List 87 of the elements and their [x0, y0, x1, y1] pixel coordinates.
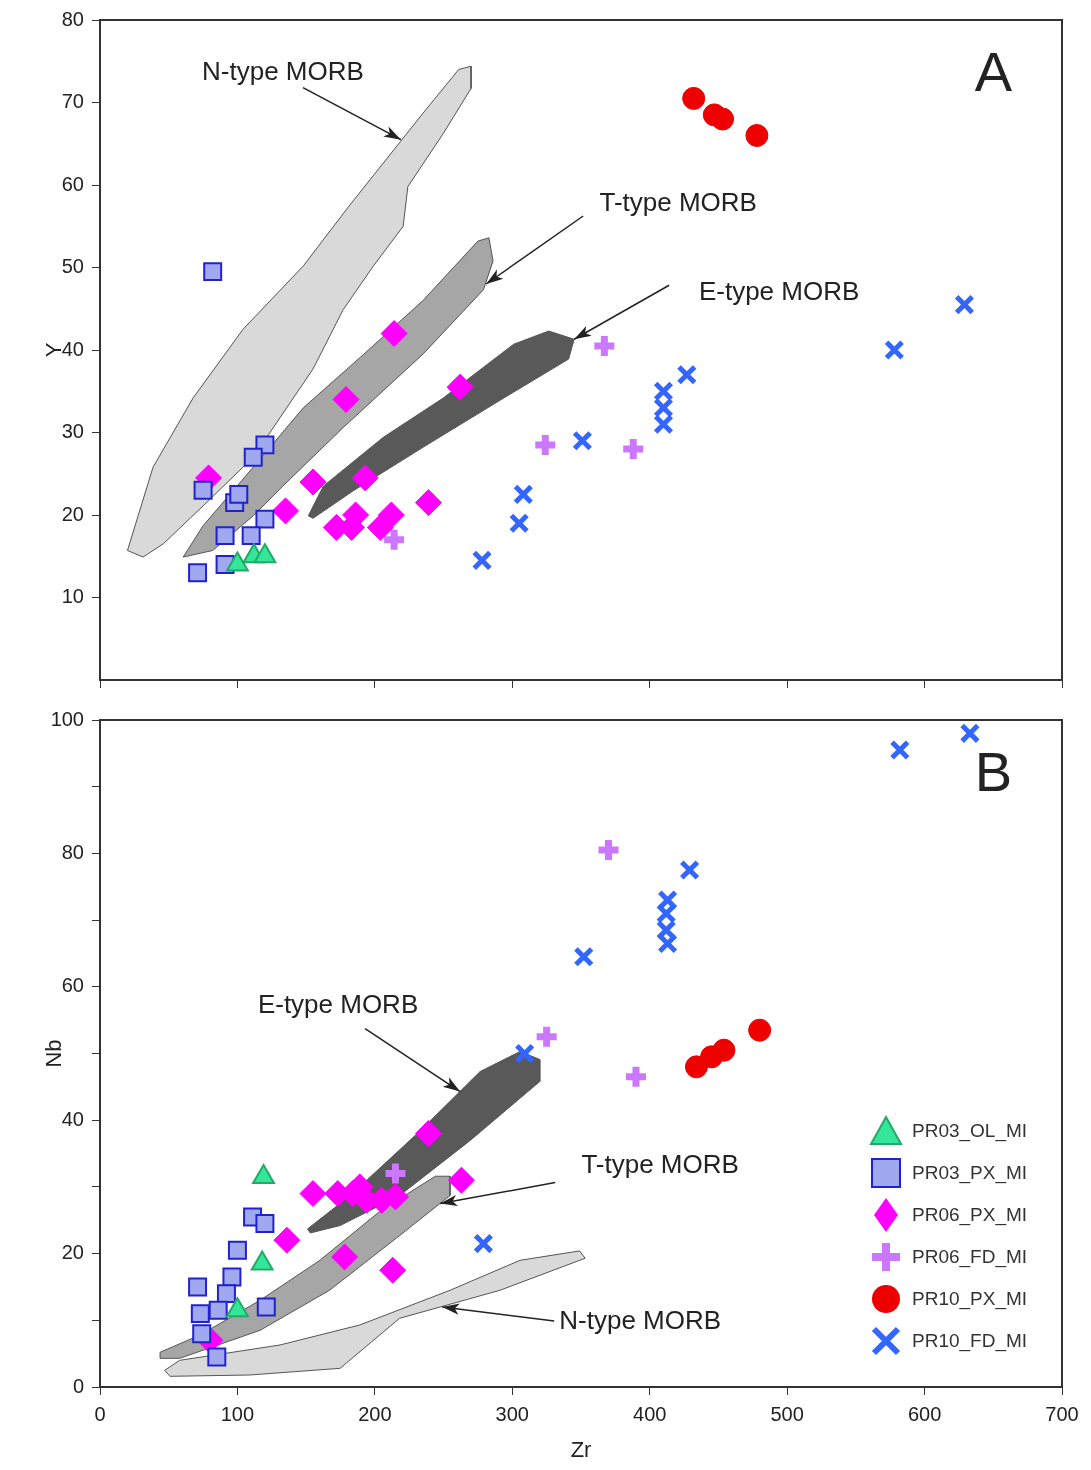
- x-tick-label: 100: [220, 1402, 255, 1425]
- x-tick-label: 0: [94, 1402, 106, 1425]
- point: [332, 386, 360, 413]
- point: [299, 1180, 327, 1208]
- x-tick-label: 400: [633, 1402, 667, 1425]
- point: [745, 124, 769, 147]
- point: [229, 484, 249, 504]
- point: [273, 1226, 301, 1254]
- point: [711, 107, 735, 131]
- y-tick-label: 40: [61, 1107, 84, 1130]
- annotation: N-type MORB: [559, 1305, 722, 1336]
- point: [572, 430, 593, 452]
- point: [241, 526, 261, 546]
- point: [272, 497, 300, 525]
- x-tick-label: 700: [1045, 1402, 1079, 1425]
- legend-label: PR06_FD_MI: [912, 1246, 1028, 1268]
- point: [684, 1055, 708, 1079]
- annotation: T-type MORB: [581, 1148, 739, 1179]
- point: [748, 1018, 772, 1042]
- point: [188, 563, 208, 583]
- y-tick-label: 20: [61, 1241, 84, 1264]
- x-tick-label: 300: [495, 1402, 529, 1425]
- point: [255, 509, 275, 529]
- y-tick-label: 50: [61, 255, 84, 278]
- point: [207, 1347, 227, 1367]
- point: [513, 484, 534, 505]
- legend-label: PR03_OL_MI: [912, 1120, 1028, 1142]
- point: [193, 480, 213, 500]
- annotation: E-type MORB: [698, 276, 860, 307]
- legend-label: PR06_PX_MI: [912, 1204, 1028, 1226]
- point: [380, 320, 408, 347]
- y-tick-label: 80: [61, 7, 84, 30]
- point: [243, 447, 263, 467]
- point: [954, 294, 975, 315]
- point: [573, 946, 595, 968]
- point: [679, 859, 700, 881]
- point: [379, 1256, 407, 1284]
- point: [222, 1267, 242, 1287]
- x-tick-label: 600: [907, 1402, 942, 1425]
- point: [712, 1038, 736, 1062]
- annotation: N-type MORB: [202, 55, 364, 86]
- point: [447, 1166, 475, 1194]
- y-tick-label: 0: [72, 1374, 84, 1397]
- point: [414, 1120, 442, 1148]
- point: [471, 550, 493, 571]
- y-tick-label: 20: [61, 502, 84, 525]
- legend-label: PR10_FD_MI: [912, 1330, 1028, 1352]
- point: [959, 723, 981, 744]
- y-tick-label: 60: [61, 974, 84, 997]
- point: [414, 489, 442, 517]
- point: [256, 1297, 276, 1317]
- point: [215, 526, 235, 546]
- legend-label: PR03_PX_MI: [912, 1162, 1028, 1184]
- point: [255, 1214, 275, 1234]
- point: [889, 739, 911, 761]
- point: [208, 1300, 228, 1320]
- x-axis-title: Zr: [570, 1436, 592, 1462]
- point: [351, 464, 379, 492]
- point: [188, 1277, 208, 1297]
- point: [676, 364, 698, 386]
- point: [884, 339, 905, 361]
- point: [203, 262, 223, 282]
- point: [377, 501, 405, 529]
- point: [227, 1240, 247, 1260]
- point: [473, 1233, 494, 1254]
- point: [190, 1304, 210, 1324]
- y-tick-label: 70: [61, 90, 84, 113]
- point: [682, 86, 706, 110]
- point: [514, 1043, 535, 1064]
- annotation: B: [974, 740, 1012, 804]
- annotation: T-type MORB: [599, 187, 757, 218]
- legend-label: PR10_PX_MI: [912, 1288, 1028, 1310]
- point: [446, 373, 474, 401]
- y-tick-label: 60: [61, 172, 84, 195]
- annotation: A: [974, 40, 1013, 104]
- x-tick-label: 200: [358, 1402, 392, 1425]
- y-tick-label: 100: [50, 707, 84, 730]
- point: [299, 468, 327, 496]
- point: [216, 1284, 236, 1304]
- y-axis-title: Nb: [41, 1039, 67, 1068]
- y-tick-label: 10: [61, 585, 84, 608]
- point: [508, 512, 530, 534]
- annotation: E-type MORB: [257, 988, 419, 1019]
- y-tick-label: 80: [61, 840, 84, 863]
- point: [331, 1243, 359, 1271]
- x-tick-label: 500: [770, 1402, 804, 1425]
- y-tick-label: 30: [61, 420, 84, 443]
